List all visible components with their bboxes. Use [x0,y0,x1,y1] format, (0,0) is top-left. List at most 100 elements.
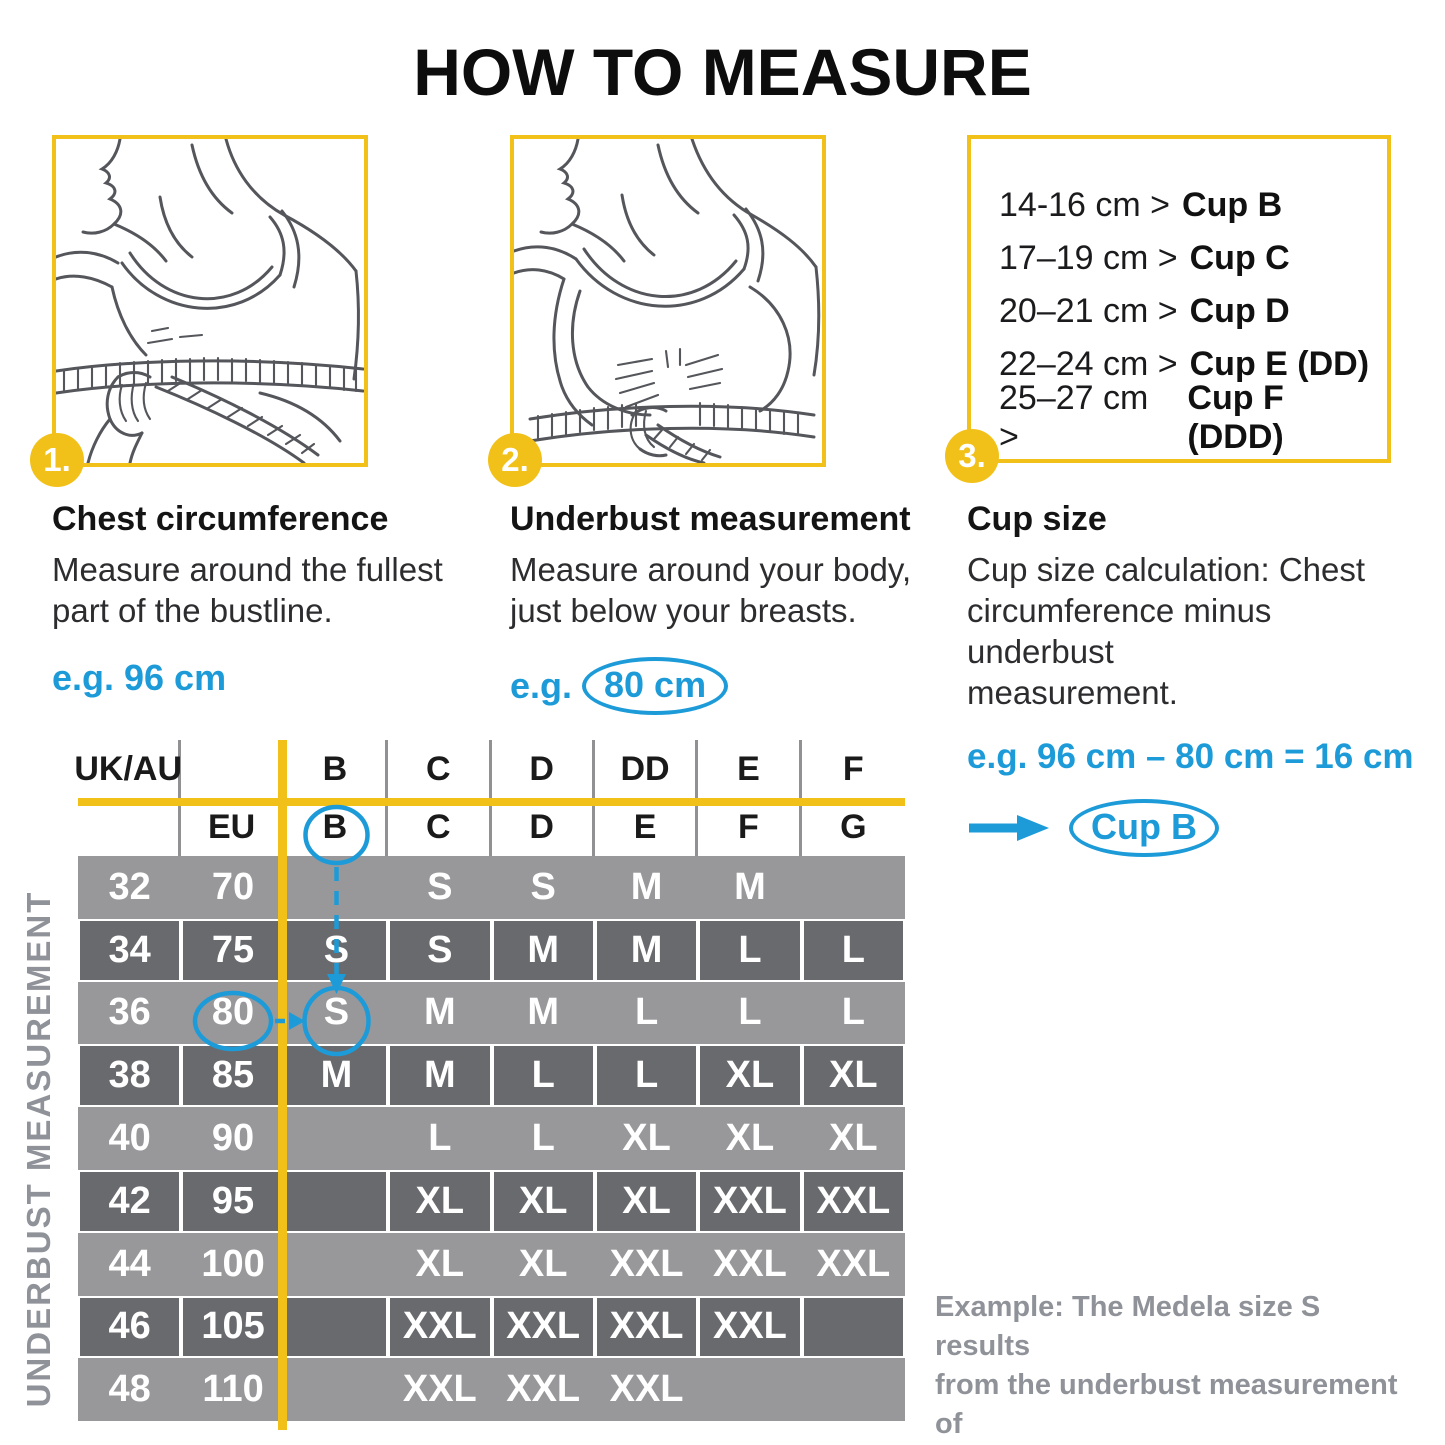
cup-label: Cup D [1189,292,1290,330]
cup-chart-line: 14-16 cm > Cup B [999,179,1387,232]
cup-range: 22–24 cm > [999,345,1178,383]
size-cell: XL [622,1117,671,1160]
cup-chart-line: 20–21 cm > Cup D [999,285,1387,338]
cup-size-chart-box: 14-16 cm > Cup B 17–19 cm > Cup C 20–21 cm… [945,135,1391,483]
down-arrowhead-icon [327,974,346,994]
example-note: Example: The Medela size S results from … [935,1288,1415,1445]
step-body-line: just below your breasts. [510,592,857,629]
right-arrow-icon [969,815,1049,841]
size-cell: XXL [698,1295,802,1359]
header-cell: E [595,798,699,856]
size-cell: 100 [201,1242,265,1285]
table-row: 32 70 S S M M [78,856,905,919]
figure-outline [56,139,360,443]
size-cell: L [841,991,865,1034]
step-3-heading: Cup size [967,500,1107,538]
size-cell: XXL [388,1295,492,1359]
size-cell: S [530,865,556,908]
table-header-eu: EU B C D E F G [78,798,905,856]
page-title: HOW TO MEASURE [413,35,1032,109]
step-3-number: 3. [958,437,986,474]
circled-cup-result: Cup B [1069,799,1219,857]
hand [629,406,668,458]
size-cell: XXL [491,1295,595,1359]
size-cell: XL [388,1169,492,1233]
step-1-illustration-box: 1. [30,135,368,487]
table-row: 3475SSMMLL [78,918,905,982]
size-cell: 110 [202,1368,264,1411]
step-1-example: e.g. 96 cm [52,657,492,699]
header-cell: G [840,807,867,846]
size-cell: M [594,918,699,982]
step-body-line: measurement. [967,674,1178,711]
size-cell: XXL [609,1368,684,1411]
step-1-number: 1. [43,441,71,478]
table-row: 40 90 L L XL XL XL [78,1107,905,1170]
step-body-line: Measure around the fullest [52,551,443,588]
header-cell: DD [595,740,699,798]
step-1-text: Chest circumference Measure around the f… [52,500,492,699]
size-cell: XL [725,1117,775,1160]
right-arrowhead-icon [289,1012,305,1030]
size-cell: L [801,918,905,982]
size-cell: XXL [506,1368,581,1411]
size-cell: L [698,918,802,982]
size-cell [284,1169,389,1233]
size-cell: XL [594,1169,699,1233]
size-cell: 48 [108,1368,151,1411]
example-value: 96 cm [124,657,227,698]
table-row: 44 100 XL XL XXL XXL XXL [78,1232,905,1296]
measuring-tape-icon [56,356,364,463]
header-cell: E [698,740,802,798]
underbust-measurement-axis-label: UNDERBUST MEASUREMENT [20,890,57,1408]
size-cell: XL [801,1044,905,1108]
size-cell [801,1295,905,1359]
step-2-example: e.g. 80 cm [510,657,960,715]
table-row: 38 85 M M L L XL XL [78,1044,905,1108]
size-cell: M [527,991,560,1034]
header-cell: UK/AU [74,740,182,798]
size-cell: 38 [78,1044,182,1108]
header-cell: D [492,740,595,798]
step-2-text: Underbust measurement Measure around you… [510,500,960,715]
cup-label: Cup E (DD) [1189,345,1370,383]
cup-range: 14-16 cm > [999,186,1171,224]
step-body-line: Measure around your body, [510,551,912,588]
size-cell: 85 [181,1044,285,1108]
size-cell: M [491,918,595,982]
step-body-line: Cup size calculation: Chest [967,551,1366,588]
size-cell: 42 [78,1169,182,1233]
step-2-number: 2. [501,441,529,478]
size-table: UK/AU B C D DD E F EU B C D E F G 32 70 S S… [74,740,905,1430]
table-header-ukau: UK/AU B C D DD E F [74,740,905,798]
size-cell: 44 [108,1242,151,1285]
cup-label: Cup B [1182,186,1283,224]
size-cell: XXL [801,1169,905,1233]
size-cell: XL [518,1242,568,1285]
size-cell: M [734,865,766,908]
size-cell: 105 [181,1295,285,1359]
cup-chart-line: 22–24 cm > Cup E (DD) [999,338,1387,391]
step-3-badge: 3. [945,429,999,483]
circled-eu-80 [192,990,274,1052]
size-cell: XXL [402,1368,477,1411]
size-cell: 46 [78,1295,182,1359]
yellow-horizontal-rule [78,798,905,806]
size-cell: 36 [108,991,151,1034]
cup-chart-line: 17–19 cm > Cup C [999,232,1387,285]
step-2-badge: 2. [488,433,542,487]
cup-chart-line: 25–27 cm > Cup F (DDD) [999,379,1387,456]
size-cell: M [284,1044,389,1108]
cup-range: 20–21 cm > [999,292,1178,330]
size-cell: L [634,991,659,1034]
example-prefix: e.g. [52,657,115,698]
size-cell: L [738,991,762,1034]
step-3-text: Cup size Cup size calculation: Chest cir… [967,500,1417,857]
size-cell: XXL [594,1295,699,1359]
circled-underbust-value: 80 cm [582,657,729,715]
size-cell: 75 [181,918,285,982]
header-cell: B [285,798,389,856]
table-row: 36 80 S M M L L L [78,981,905,1045]
hand [86,371,152,463]
step-1-heading: Chest circumference [52,500,389,538]
